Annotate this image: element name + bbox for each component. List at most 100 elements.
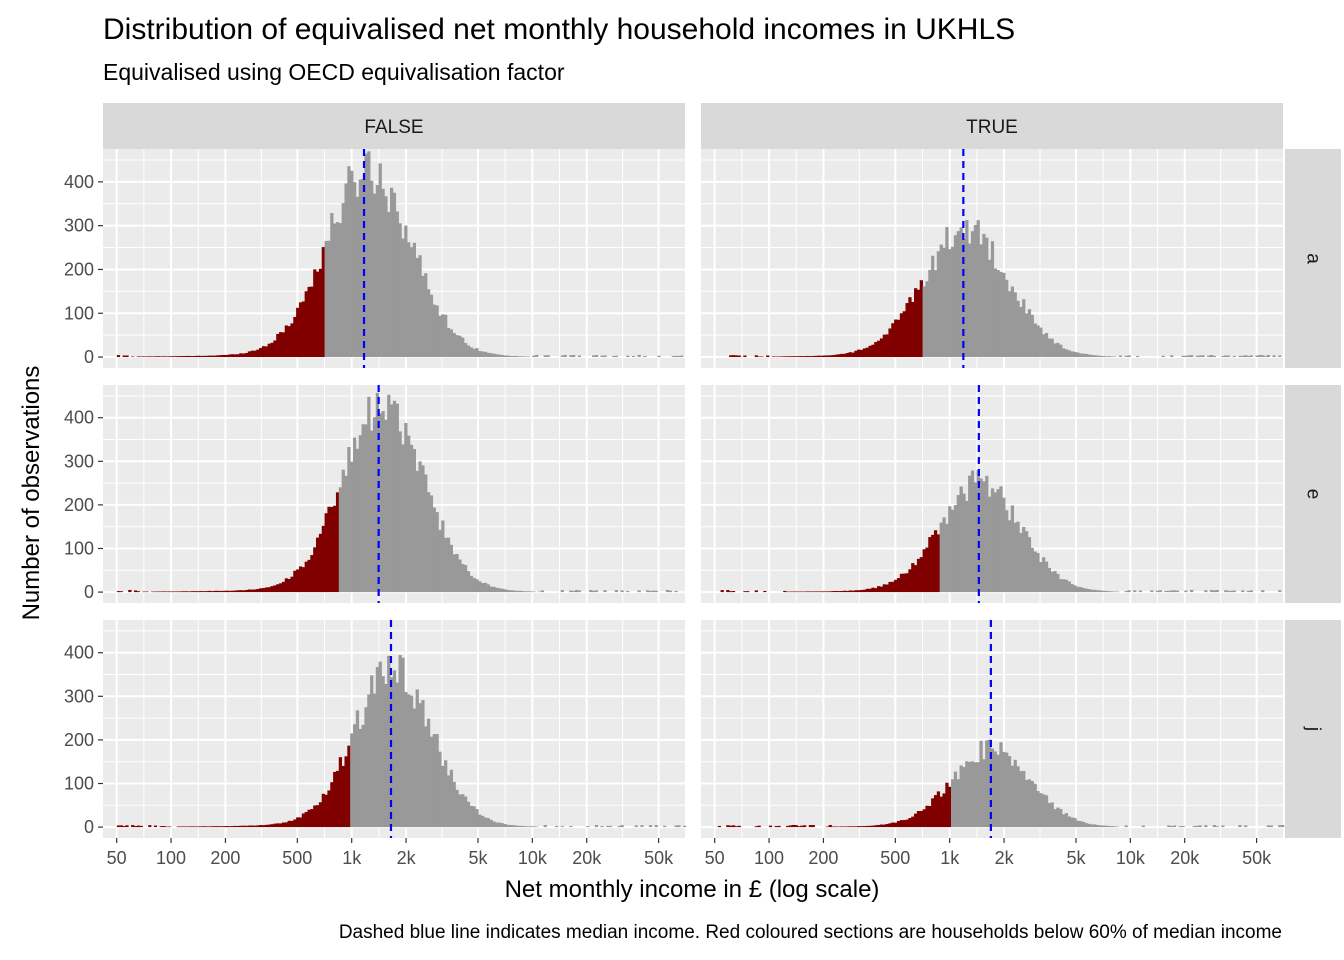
histogram-bar xyxy=(999,272,1003,358)
histogram-bar xyxy=(916,811,921,828)
histogram-bar xyxy=(717,825,721,828)
histogram-bar xyxy=(1278,590,1282,593)
histogram-bar xyxy=(284,325,288,358)
histogram-bar xyxy=(1096,590,1100,593)
histogram-bar xyxy=(914,565,918,593)
histogram-bar xyxy=(1081,353,1086,358)
histogram-bar xyxy=(1116,591,1120,593)
histogram-bar xyxy=(512,590,516,593)
histogram-bar xyxy=(1070,817,1074,828)
histogram-bar xyxy=(415,257,419,358)
histogram-bar xyxy=(449,544,453,593)
histogram-bar xyxy=(219,826,223,828)
histogram-bar xyxy=(543,355,547,358)
histogram-bar xyxy=(1278,825,1282,828)
histogram-bar xyxy=(1241,355,1245,358)
x-tick-label: 1k xyxy=(342,848,362,868)
histogram-bar xyxy=(574,589,579,593)
histogram-bar xyxy=(1098,590,1103,593)
histogram-bar xyxy=(261,588,266,593)
histogram-bar xyxy=(962,767,966,828)
histogram-bar xyxy=(475,809,479,828)
histogram-bar xyxy=(834,591,838,593)
histogram-bar xyxy=(261,825,266,828)
histogram-bar xyxy=(577,355,582,358)
histogram-bar xyxy=(746,591,750,593)
histogram-bar xyxy=(1050,802,1054,828)
histogram-bar xyxy=(985,237,989,358)
histogram-bar xyxy=(877,586,881,593)
histogram-bar xyxy=(131,825,135,828)
histogram-bar xyxy=(506,355,510,358)
histogram-bar xyxy=(956,495,960,593)
histogram-bar xyxy=(1084,353,1088,358)
histogram-bar xyxy=(424,726,428,828)
panel-e-false xyxy=(103,385,685,603)
histogram-bar xyxy=(825,826,830,828)
histogram-bar xyxy=(313,805,317,828)
histogram-bar xyxy=(518,356,522,358)
histogram-bar xyxy=(956,231,960,358)
histogram-bar xyxy=(449,769,453,828)
histogram-bar xyxy=(794,356,798,358)
facet-strip-label: a xyxy=(1303,253,1324,264)
histogram-bar xyxy=(506,824,510,828)
histogram-bar xyxy=(367,396,371,593)
histogram-bar xyxy=(905,819,909,828)
histogram-bar xyxy=(1170,825,1174,828)
histogram-bar xyxy=(1076,352,1080,358)
histogram-bar xyxy=(213,826,217,828)
histogram-bar xyxy=(651,590,655,593)
histogram-bar xyxy=(1076,586,1080,593)
histogram-bar xyxy=(375,392,380,593)
histogram-bar xyxy=(985,740,989,828)
y-tick-label: 200 xyxy=(64,730,94,750)
histogram-bar xyxy=(318,268,323,358)
histogram-bar xyxy=(788,591,793,593)
histogram-bar xyxy=(264,587,269,593)
histogram-bar xyxy=(959,486,963,593)
histogram-bar xyxy=(148,825,152,828)
histogram-bar xyxy=(523,826,527,828)
histogram-bar xyxy=(857,349,861,358)
histogram-bar xyxy=(1013,292,1017,358)
histogram-bar xyxy=(657,355,661,358)
y-tick-label: 0 xyxy=(84,817,94,837)
histogram-bar xyxy=(151,356,155,358)
histogram-bar xyxy=(731,825,736,828)
histogram-bar xyxy=(999,742,1003,828)
histogram-bar xyxy=(526,826,530,828)
histogram-bar xyxy=(483,351,488,358)
histogram-bar xyxy=(871,825,875,828)
histogram-bar xyxy=(222,826,226,828)
histogram-bar xyxy=(1110,591,1114,593)
histogram-bar xyxy=(945,226,949,358)
histogram-bar xyxy=(572,591,576,593)
histogram-bar xyxy=(193,591,197,593)
histogram-bar xyxy=(1150,590,1154,593)
histogram-bar xyxy=(509,356,513,358)
histogram-bar xyxy=(535,826,539,828)
histogram-bar xyxy=(894,822,898,828)
histogram-bar xyxy=(202,355,206,358)
histogram-bar xyxy=(247,825,251,828)
histogram-bar xyxy=(298,566,303,593)
histogram-bar xyxy=(239,353,243,358)
histogram-bar xyxy=(469,347,473,358)
histogram-bar xyxy=(1172,825,1177,828)
histogram-bar xyxy=(1039,793,1043,828)
histogram-bar xyxy=(993,751,997,828)
histogram-bar xyxy=(785,591,790,593)
histogram-bar xyxy=(882,334,886,358)
histogram-bar xyxy=(290,820,294,828)
histogram-bar xyxy=(902,573,906,593)
histogram-bar xyxy=(925,547,929,593)
histogram-bar xyxy=(398,655,402,828)
histogram-bar xyxy=(888,581,892,593)
histogram-bar xyxy=(865,825,869,828)
histogram-bar xyxy=(845,353,849,358)
histogram-bar xyxy=(153,356,158,358)
histogram-bar xyxy=(1013,522,1017,593)
histogram-bar xyxy=(333,505,337,593)
x-tick-label: 10k xyxy=(1116,848,1146,868)
